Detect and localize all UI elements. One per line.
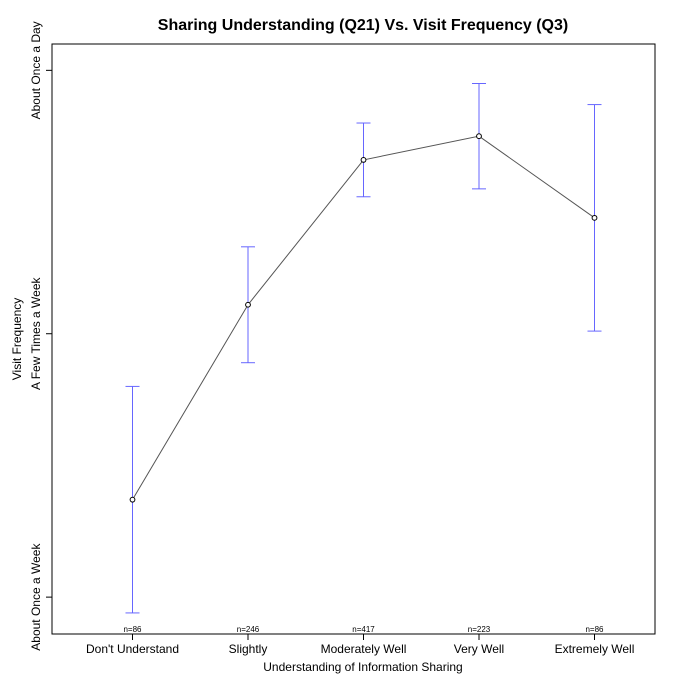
x-axis: Don't Understand Slightly Moderately Well V… — [86, 634, 634, 656]
x-axis-label: Understanding of Information Sharing — [263, 660, 462, 674]
y-axis: About Once a Week A Few Times a Week About… — [29, 21, 52, 651]
x-tick-label-2: Moderately Well — [321, 642, 407, 656]
error-bars — [125, 83, 602, 614]
x-tick-label-4: Extremely Well — [555, 642, 635, 656]
y-axis-label: Visit Frequency — [10, 298, 24, 380]
data-point-2 — [360, 156, 367, 163]
sample-size-labels: n=86 n=246 n=417 n=223 n=86 — [123, 625, 604, 634]
x-tick-label-3: Very Well — [454, 642, 504, 656]
data-point-0 — [129, 496, 136, 503]
plot-area — [51, 43, 656, 635]
y-tick-label-0: About Once a Week — [29, 543, 43, 651]
data-point-1 — [245, 301, 251, 308]
x-tick-label-1: Slightly — [229, 642, 268, 656]
n-label-2: n=417 — [352, 625, 375, 634]
x-tick-label-0: Don't Understand — [86, 642, 179, 656]
data-points — [129, 133, 598, 503]
n-label-3: n=223 — [468, 625, 491, 634]
n-label-0: n=86 — [123, 625, 142, 634]
chart-title: Sharing Understanding (Q21) Vs. Visit Fr… — [158, 17, 568, 34]
y-tick-label-2: About Once a Day — [29, 21, 43, 119]
n-label-1: n=246 — [237, 625, 260, 634]
data-point-4 — [591, 214, 598, 221]
y-tick-label-1: A Few Times a Week — [29, 276, 43, 389]
n-label-4: n=86 — [585, 625, 604, 634]
data-point-3 — [476, 133, 482, 140]
